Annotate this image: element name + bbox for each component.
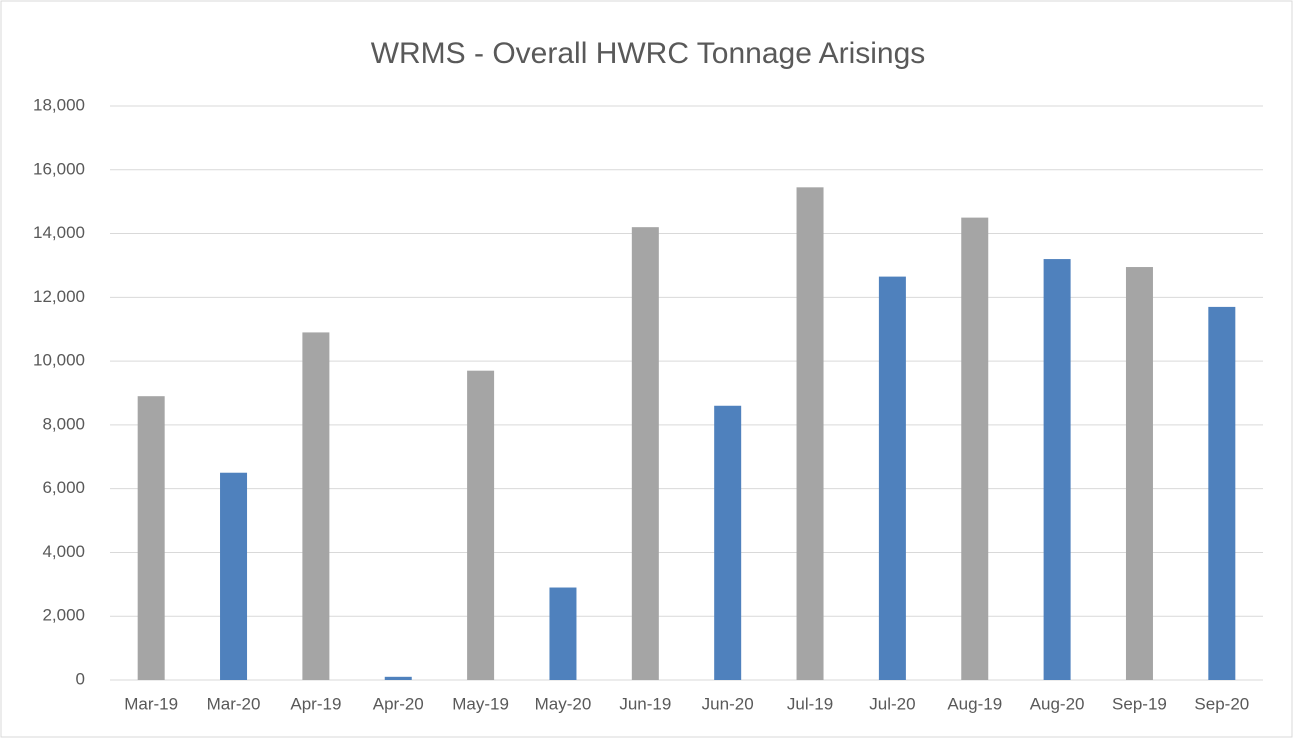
x-tick-label: Aug-20: [1030, 694, 1085, 713]
x-tick-label: May-19: [452, 694, 509, 713]
y-tick-label: 14,000: [33, 223, 85, 242]
x-tick-label: Apr-20: [373, 694, 424, 713]
y-tick-label: 10,000: [33, 351, 85, 370]
y-tick-label: 2,000: [42, 606, 85, 625]
bar: [220, 472, 248, 680]
x-tick-label: Sep-20: [1194, 694, 1249, 713]
bar: [302, 332, 330, 680]
bar: [384, 676, 412, 680]
x-tick-label: Apr-19: [290, 694, 341, 713]
x-tick-label: Mar-19: [124, 694, 178, 713]
bar: [137, 396, 165, 680]
y-tick-label: 8,000: [42, 414, 85, 433]
x-tick-label: Jul-20: [869, 694, 915, 713]
x-tick-label: Aug-19: [947, 694, 1002, 713]
y-tick-label: 0: [76, 669, 85, 688]
y-tick-label: 18,000: [33, 95, 85, 114]
bar: [1125, 267, 1153, 680]
x-tick-label: Jul-19: [787, 694, 833, 713]
x-tick-label: May-20: [535, 694, 592, 713]
bar: [1208, 306, 1236, 680]
bar: [549, 587, 577, 680]
bar: [714, 405, 742, 680]
bar: [467, 370, 495, 680]
x-tick-label: Mar-20: [207, 694, 261, 713]
y-tick-label: 16,000: [33, 159, 85, 178]
bar: [1043, 259, 1071, 680]
bar: [796, 187, 824, 681]
bar: [631, 227, 659, 680]
bar: [878, 276, 906, 680]
y-tick-label: 4,000: [42, 542, 85, 561]
x-tick-label: Jun-19: [619, 694, 671, 713]
bar: [961, 217, 989, 680]
chart-title: WRMS - Overall HWRC Tonnage Arisings: [371, 37, 926, 70]
x-tick-label: Jun-20: [702, 694, 754, 713]
y-tick-label: 12,000: [33, 287, 85, 306]
x-tick-label: Sep-19: [1112, 694, 1167, 713]
y-tick-label: 6,000: [42, 478, 85, 497]
